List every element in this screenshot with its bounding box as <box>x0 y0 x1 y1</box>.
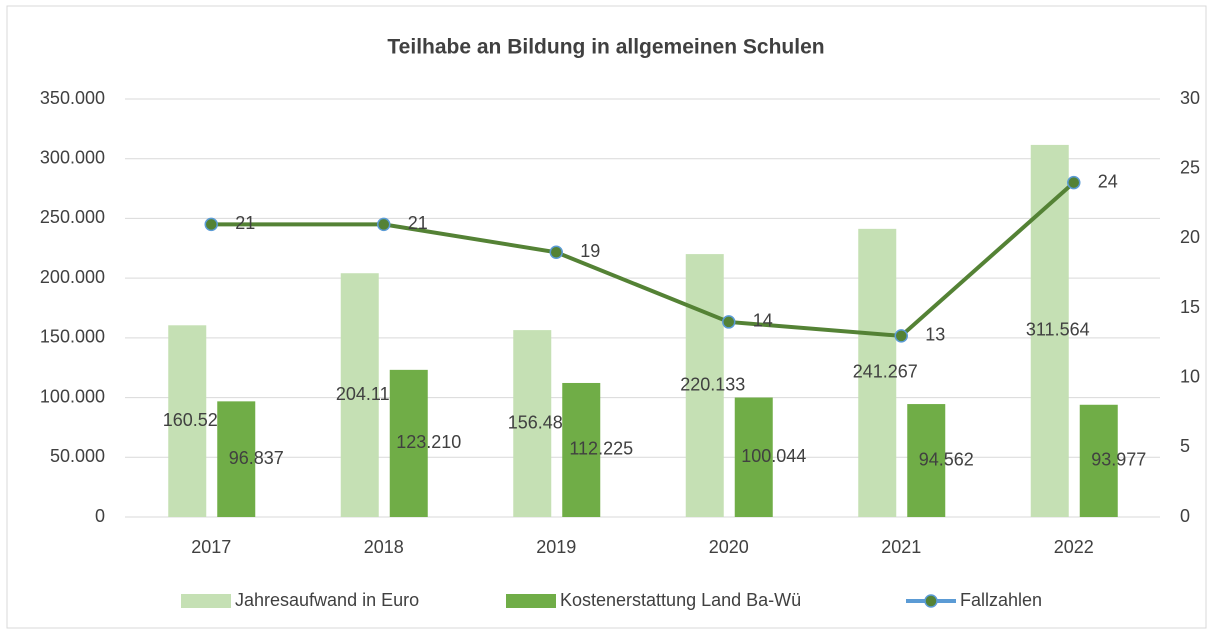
y2-tick-label: 0 <box>1180 506 1190 526</box>
y-tick-label: 250.000 <box>40 207 105 227</box>
bar <box>858 228 897 517</box>
x-tick-label: 2020 <box>709 537 749 557</box>
data-label: 156.486 <box>508 412 573 432</box>
data-label: 220.133 <box>680 374 745 394</box>
y-tick-label: 50.000 <box>50 446 105 466</box>
y2-tick-label: 10 <box>1180 366 1200 386</box>
y2-tick-label: 30 <box>1180 88 1200 108</box>
line <box>211 181 1076 338</box>
data-label: 112.225 <box>569 439 633 459</box>
legend-label: Kostenerstattung Land Ba-Wü <box>560 590 801 610</box>
bar <box>1030 144 1069 517</box>
legend-swatch <box>506 594 556 608</box>
marker <box>722 315 736 329</box>
y-tick-label: 350.000 <box>40 88 105 108</box>
x-tick-label: 2022 <box>1054 537 1094 557</box>
y2-tick-label: 25 <box>1180 157 1200 177</box>
data-label: 24 <box>1098 171 1118 191</box>
data-label: 160.521 <box>163 410 228 430</box>
data-label: 204.115 <box>336 384 400 404</box>
x-tick-label: 2018 <box>364 537 404 557</box>
marker <box>894 329 908 343</box>
marker <box>204 217 218 232</box>
data-label: 96.837 <box>229 448 284 468</box>
legend-marker <box>924 594 938 608</box>
legend-swatch <box>181 594 231 608</box>
y-tick-label: 100.000 <box>40 386 105 406</box>
y2-tick-label: 15 <box>1180 297 1200 317</box>
x-tick-label: 2017 <box>191 537 231 557</box>
y2-tick-label: 20 <box>1180 227 1200 247</box>
x-tick-label: 2021 <box>881 537 921 557</box>
bar <box>734 397 773 517</box>
data-label: 241.267 <box>853 362 918 382</box>
chart-border <box>6 5 1207 629</box>
bar <box>168 325 207 517</box>
data-label: 93.977 <box>1091 450 1146 470</box>
bar <box>562 382 601 517</box>
bar <box>1079 404 1118 517</box>
legend-label: Jahresaufwand in Euro <box>235 590 419 610</box>
bar <box>389 369 428 517</box>
y-tick-label: 300.000 <box>40 147 105 167</box>
bar <box>217 401 256 517</box>
bar <box>340 273 379 517</box>
y-tick-label: 200.000 <box>40 267 105 287</box>
y-tick-label: 150.000 <box>40 327 105 347</box>
data-label: 311.564 <box>1026 320 1090 340</box>
legend-label: Fallzahlen <box>960 590 1042 610</box>
data-label: 100.044 <box>741 446 806 466</box>
marker <box>549 245 563 260</box>
y2-tick-label: 5 <box>1180 436 1190 456</box>
x-tick-label: 2019 <box>536 537 576 557</box>
data-label: 14 <box>753 311 773 331</box>
chart-title: Teilhabe an Bildung in allgemeinen Schul… <box>387 36 824 59</box>
data-label: 94.562 <box>919 449 974 469</box>
data-label: 123.210 <box>396 432 461 452</box>
marker <box>1067 175 1081 190</box>
bar <box>907 404 946 517</box>
data-label: 21 <box>408 213 428 233</box>
y-tick-label: 0 <box>95 506 105 526</box>
bar <box>685 254 724 517</box>
data-label: 13 <box>925 325 945 345</box>
data-label: 19 <box>580 241 600 261</box>
bar <box>513 330 552 517</box>
data-label: 21 <box>235 213 255 233</box>
marker <box>377 217 391 232</box>
